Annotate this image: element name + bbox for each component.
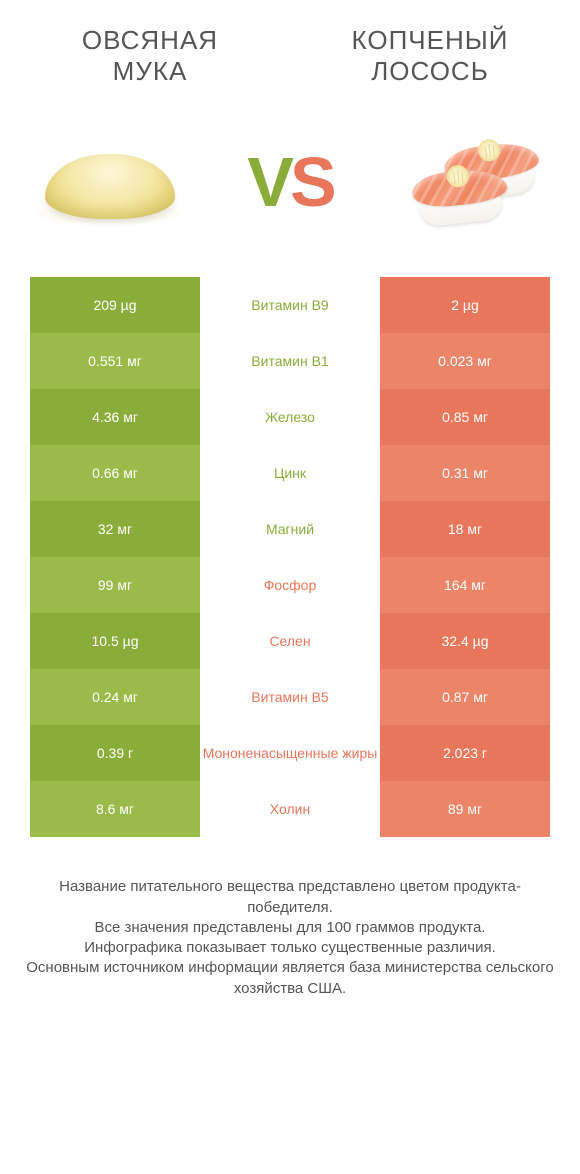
left-value: 10.5 µg (30, 613, 200, 669)
header: ОВСЯНАЯ МУКА КОПЧЕНЫЙ ЛОСОСЬ (0, 0, 580, 97)
nutrient-label: Витамин B1 (200, 333, 380, 389)
footer-line: Инфографика показывает только существенн… (25, 938, 555, 958)
right-value: 0.85 мг (380, 389, 550, 445)
right-value: 2.023 г (380, 725, 550, 781)
left-value: 0.551 мг (30, 333, 200, 389)
left-food-title: ОВСЯНАЯ МУКА (50, 25, 250, 87)
nutrient-label: Мононенасыщенные жиры (200, 725, 380, 781)
vs-label: VS (247, 142, 332, 222)
footer-line: Все значения представлены для 100 граммо… (25, 918, 555, 938)
nutrient-label: Селен (200, 613, 380, 669)
nutrient-label: Железо (200, 389, 380, 445)
footer-line: Название питательного вещества представл… (25, 877, 555, 918)
right-food-image (390, 127, 550, 237)
footer-line: Основным источником информации является … (25, 958, 555, 999)
left-value: 0.66 мг (30, 445, 200, 501)
table-row: 8.6 мгХолин89 мг (30, 781, 550, 837)
vs-s-letter: S (290, 143, 333, 221)
right-value: 18 мг (380, 501, 550, 557)
table-row: 0.39 гМононенасыщенные жиры2.023 г (30, 725, 550, 781)
left-value: 4.36 мг (30, 389, 200, 445)
right-food-title: КОПЧЕНЫЙ ЛОСОСЬ (330, 25, 530, 87)
table-row: 0.66 мгЦинк0.31 мг (30, 445, 550, 501)
oat-flour-icon (35, 137, 185, 227)
nutrient-label: Цинк (200, 445, 380, 501)
footer-notes: Название питательного вещества представл… (0, 837, 580, 999)
comparison-table: 209 µgВитамин B92 µg0.551 мгВитамин B10.… (30, 277, 550, 837)
nutrient-label: Холин (200, 781, 380, 837)
table-row: 4.36 мгЖелезо0.85 мг (30, 389, 550, 445)
right-value: 2 µg (380, 277, 550, 333)
right-value: 0.023 мг (380, 333, 550, 389)
right-value: 89 мг (380, 781, 550, 837)
hero-row: VS (0, 97, 580, 277)
nutrient-label: Фосфор (200, 557, 380, 613)
right-value: 164 мг (380, 557, 550, 613)
right-value: 32.4 µg (380, 613, 550, 669)
table-row: 99 мгФосфор164 мг (30, 557, 550, 613)
right-value: 0.87 мг (380, 669, 550, 725)
vs-v-letter: V (247, 143, 290, 221)
right-value: 0.31 мг (380, 445, 550, 501)
left-value: 32 мг (30, 501, 200, 557)
left-food-image (30, 127, 190, 237)
table-row: 209 µgВитамин B92 µg (30, 277, 550, 333)
smoked-salmon-icon (395, 127, 545, 237)
left-value: 0.39 г (30, 725, 200, 781)
left-value: 0.24 мг (30, 669, 200, 725)
table-row: 10.5 µgСелен32.4 µg (30, 613, 550, 669)
nutrient-label: Витамин B5 (200, 669, 380, 725)
table-row: 32 мгМагний18 мг (30, 501, 550, 557)
left-value: 99 мг (30, 557, 200, 613)
nutrient-label: Витамин B9 (200, 277, 380, 333)
left-value: 8.6 мг (30, 781, 200, 837)
nutrient-label: Магний (200, 501, 380, 557)
table-row: 0.551 мгВитамин B10.023 мг (30, 333, 550, 389)
table-row: 0.24 мгВитамин B50.87 мг (30, 669, 550, 725)
left-value: 209 µg (30, 277, 200, 333)
